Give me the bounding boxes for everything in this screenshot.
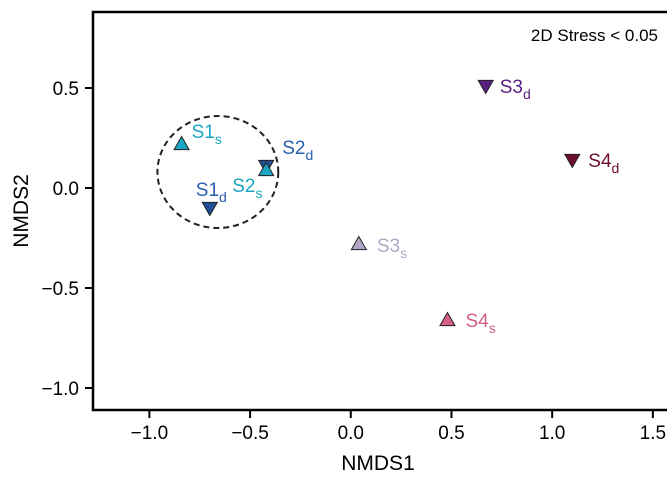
x-axis: −1.0 −0.5 0.0 0.5 1.0 1.5	[131, 410, 666, 444]
x-axis-title: NMDS1	[341, 452, 415, 475]
stress-annotation: 2D Stress < 0.05	[531, 26, 658, 45]
x-tick-label: −1.0	[131, 423, 169, 444]
point-label-s4-s: S4s	[465, 311, 495, 336]
point-label-subscript: s	[489, 320, 496, 336]
y-axis-title: NMDS2	[10, 174, 33, 248]
point-marker-s4-d	[563, 153, 581, 169]
point-label-s1-d: S1d	[196, 180, 227, 205]
x-tick-label: 0.0	[338, 423, 364, 444]
point-label-subscript: d	[612, 160, 620, 176]
x-tick-label: −0.5	[231, 423, 269, 444]
point-label-main: S2	[282, 138, 305, 159]
point-label-subscript: s	[400, 245, 407, 261]
y-tick-label: −1.0	[41, 379, 79, 400]
point-marker-s3-d	[477, 79, 495, 95]
point-label-s3-d: S3d	[500, 77, 531, 102]
point-label-main: S3	[377, 236, 400, 257]
point-label-main: S3	[500, 77, 523, 98]
cluster-ellipse	[156, 115, 280, 229]
point-label-s4-d: S4d	[588, 151, 619, 176]
point-label-main: S4	[588, 151, 612, 172]
cluster-ellipse-layer	[156, 115, 280, 229]
point-marker-s2-s	[257, 161, 275, 177]
y-axis: 0.5 0.0 −0.5 −1.0	[41, 79, 93, 400]
point-label-s2-d: S2d	[282, 138, 313, 163]
point-label-subscript: d	[523, 86, 531, 102]
point-marker-s3-s	[350, 235, 368, 251]
point-label-main: S2	[232, 176, 255, 197]
x-tick-label: 1.0	[539, 423, 565, 444]
point-label-subscript: s	[215, 131, 222, 147]
y-tick-label: 0.5	[53, 79, 79, 100]
x-tick-label: 0.5	[438, 423, 464, 444]
x-tick-label: 1.5	[640, 423, 666, 444]
point-label-s2-s: S2s	[232, 176, 262, 201]
plot-frame	[91, 10, 667, 412]
point-label-subscript: d	[305, 147, 313, 163]
point-label-subscript: s	[255, 185, 262, 201]
point-marker-s4-s	[439, 311, 456, 327]
point-label-main: S4	[465, 311, 489, 332]
point-label-s3-s: S3s	[377, 236, 407, 261]
y-tick-label: −0.5	[41, 279, 79, 300]
point-marker-s1-s	[173, 135, 190, 151]
point-marker-s1-d	[201, 201, 219, 217]
point-label-subscript: d	[219, 189, 227, 205]
y-tick-label: 0.0	[53, 179, 79, 200]
point-label-main: S1	[192, 122, 215, 143]
point-label-s1-s: S1s	[192, 122, 222, 147]
point-label-main: S1	[196, 180, 219, 201]
